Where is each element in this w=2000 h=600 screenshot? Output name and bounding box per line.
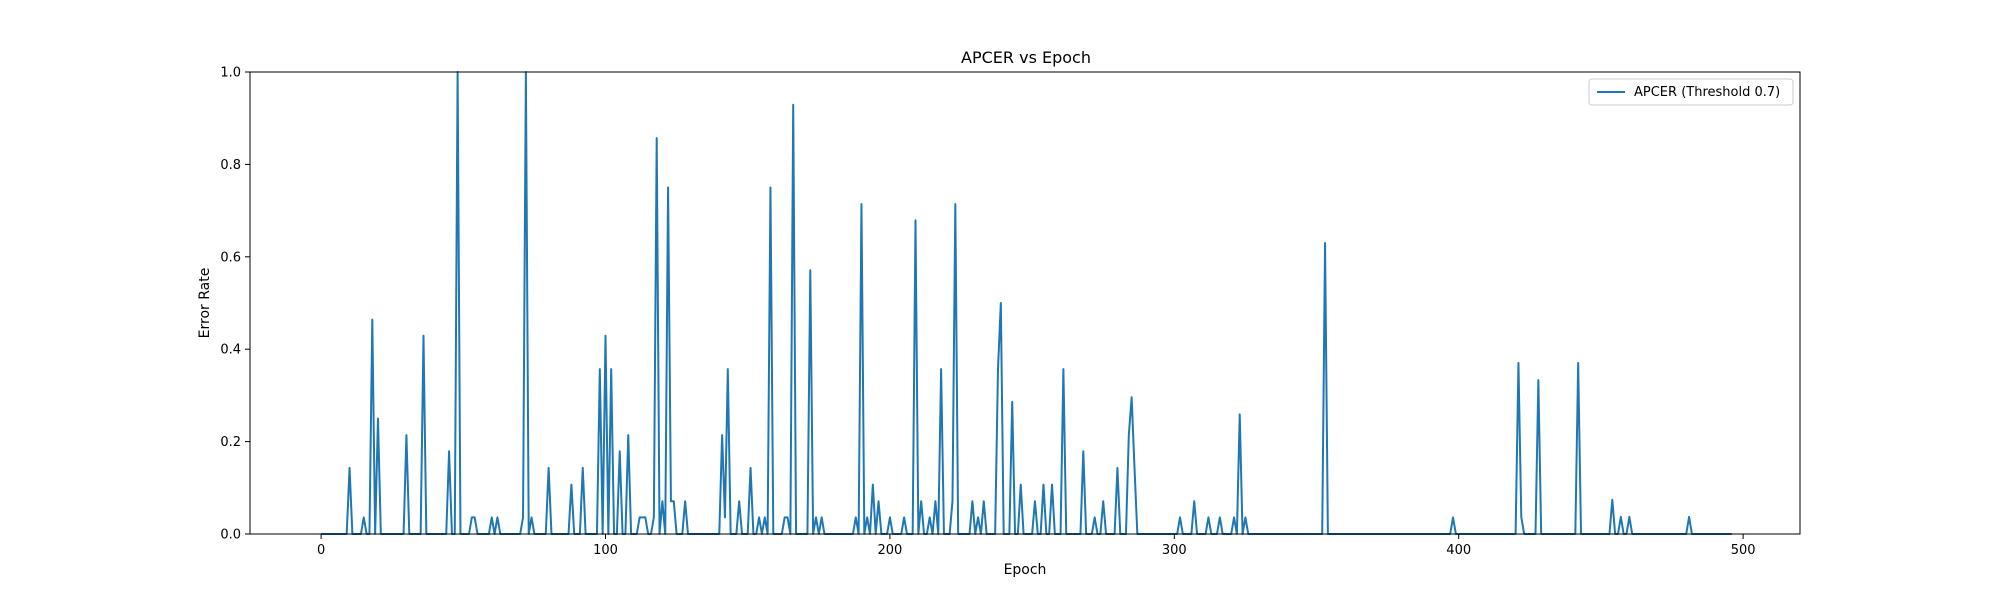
legend-entry-label: APCER (Threshold 0.7) xyxy=(1634,85,1780,100)
plot-frame xyxy=(249,71,1801,535)
x-axis-label: Epoch xyxy=(1004,562,1047,578)
chart-title: APCER vs Epoch xyxy=(961,48,1091,67)
y-tick-label: 0.8 xyxy=(220,158,241,173)
x-tick-label: 100 xyxy=(593,543,618,558)
y-tick-label: 0.2 xyxy=(220,435,241,450)
x-tick-label: 300 xyxy=(1162,543,1187,558)
x-tick-label: 500 xyxy=(1731,543,1756,558)
x-tick-label: 0 xyxy=(317,543,325,558)
legend-box xyxy=(1588,78,1794,106)
y-tick-label: 1.0 xyxy=(220,66,241,81)
y-tick-label: 0.6 xyxy=(220,250,241,265)
y-axis: 0.0 0.2 0.4 0.6 0.8 1.0 xyxy=(220,66,250,543)
y-axis-label: Error Rate xyxy=(197,268,213,339)
legend: APCER (Threshold 0.7) xyxy=(1588,78,1794,106)
x-axis: 0 100 200 300 400 500 xyxy=(317,534,1756,558)
x-tick-label: 200 xyxy=(877,543,902,558)
x-tick-label: 400 xyxy=(1446,543,1471,558)
y-tick-label: 0.0 xyxy=(220,528,241,543)
y-tick-label: 0.4 xyxy=(220,343,241,358)
